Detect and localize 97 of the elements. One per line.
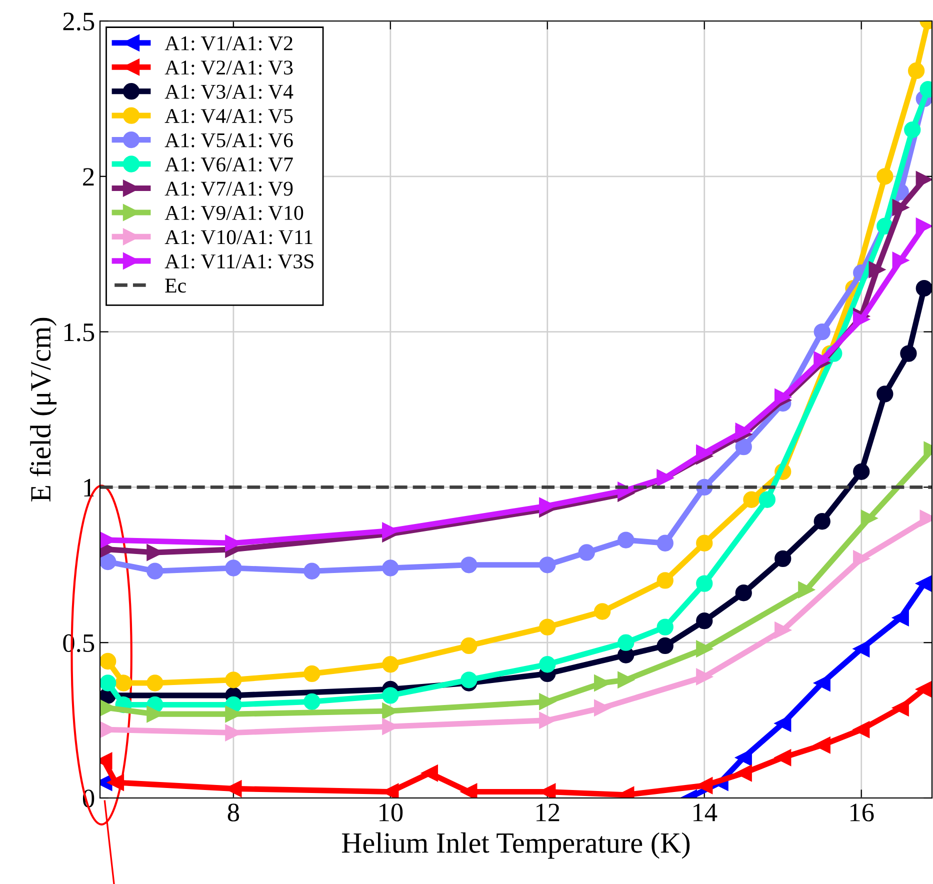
x-tick-label: 10 (380, 804, 403, 822)
point (916, 680, 932, 698)
point (539, 712, 556, 729)
point (146, 674, 164, 692)
point (892, 199, 909, 216)
legend-label: A1: V7/A1: V9 (164, 182, 293, 196)
point (876, 168, 894, 185)
point (798, 581, 815, 598)
point (774, 388, 792, 406)
point (539, 618, 556, 636)
point (904, 121, 921, 138)
x-tick-label: 14 (694, 804, 718, 822)
point (460, 556, 478, 574)
point (892, 609, 909, 626)
point (916, 280, 932, 297)
point (421, 764, 438, 782)
legend-label: A1: V4/A1: V5 (164, 109, 293, 124)
point (814, 674, 830, 692)
point (758, 491, 776, 508)
point (382, 687, 399, 704)
point (539, 656, 556, 673)
point (908, 62, 925, 80)
legend-label: A1: V11/A1: V3S (164, 254, 314, 269)
point (735, 764, 752, 782)
point (696, 444, 713, 462)
legend-label: A1: V6/A1: V7 (164, 158, 293, 172)
point (304, 693, 320, 710)
point (578, 544, 595, 561)
point (814, 513, 830, 530)
point (225, 560, 242, 576)
x-tick-label: 12 (536, 804, 560, 822)
point (656, 572, 674, 589)
y-axis-title: E field (μV/cm) (30, 318, 57, 502)
legend-label: A1: V5/A1: V6 (164, 133, 293, 148)
legend-label: A1: V2/A1: V3 (164, 60, 293, 75)
point (460, 637, 478, 654)
point (656, 637, 674, 654)
point (146, 562, 164, 580)
point (743, 491, 760, 508)
point (460, 672, 478, 688)
point (774, 622, 792, 638)
point (735, 584, 752, 602)
x-tick-label: 16 (850, 804, 874, 822)
point (853, 463, 870, 480)
legend-label: Ec (165, 278, 186, 293)
point (853, 640, 870, 658)
point (115, 674, 132, 692)
x-axis-title: Helium Inlet Temperature (K) (342, 832, 690, 859)
y-tick-label: 1.5 (64, 324, 94, 342)
point (382, 656, 399, 673)
point (900, 345, 917, 362)
point (618, 634, 634, 651)
point (892, 252, 909, 269)
point (892, 700, 909, 716)
point (735, 749, 752, 766)
x-tick-label: 8 (228, 804, 240, 822)
point (814, 323, 830, 340)
point (916, 575, 932, 592)
point (107, 774, 124, 791)
point (618, 532, 634, 548)
point (814, 736, 830, 754)
point (100, 553, 116, 570)
point (656, 534, 674, 552)
y-tick-label: 2.5 (63, 12, 94, 31)
point (735, 422, 752, 440)
point (876, 386, 894, 402)
point (916, 218, 932, 234)
point (382, 560, 399, 576)
point (696, 575, 713, 592)
legend-label: A1: V3/A1: V4 (164, 84, 294, 99)
point (304, 665, 320, 682)
legend-label: A1: V10/A1: V11 (164, 230, 312, 244)
point (539, 693, 556, 710)
point (100, 674, 116, 692)
point (594, 700, 611, 716)
point (868, 261, 886, 278)
point (100, 652, 116, 670)
point (539, 556, 556, 574)
y-tick-label: 2 (83, 168, 94, 186)
point (225, 672, 242, 688)
legend-label: A1: V1/A1: V2 (164, 36, 292, 50)
point (774, 749, 792, 766)
point (696, 640, 713, 658)
point (539, 498, 556, 514)
point (774, 550, 792, 568)
point (618, 672, 634, 688)
point (594, 603, 611, 620)
point (696, 612, 713, 630)
point (304, 562, 320, 580)
point (853, 721, 870, 738)
point (735, 438, 752, 456)
y-tick-label: 1 (84, 478, 94, 496)
point (696, 534, 713, 552)
legend-label: A1: V9/A1: V10 (164, 206, 304, 220)
point (696, 668, 713, 686)
point (460, 783, 478, 798)
point (656, 618, 674, 636)
